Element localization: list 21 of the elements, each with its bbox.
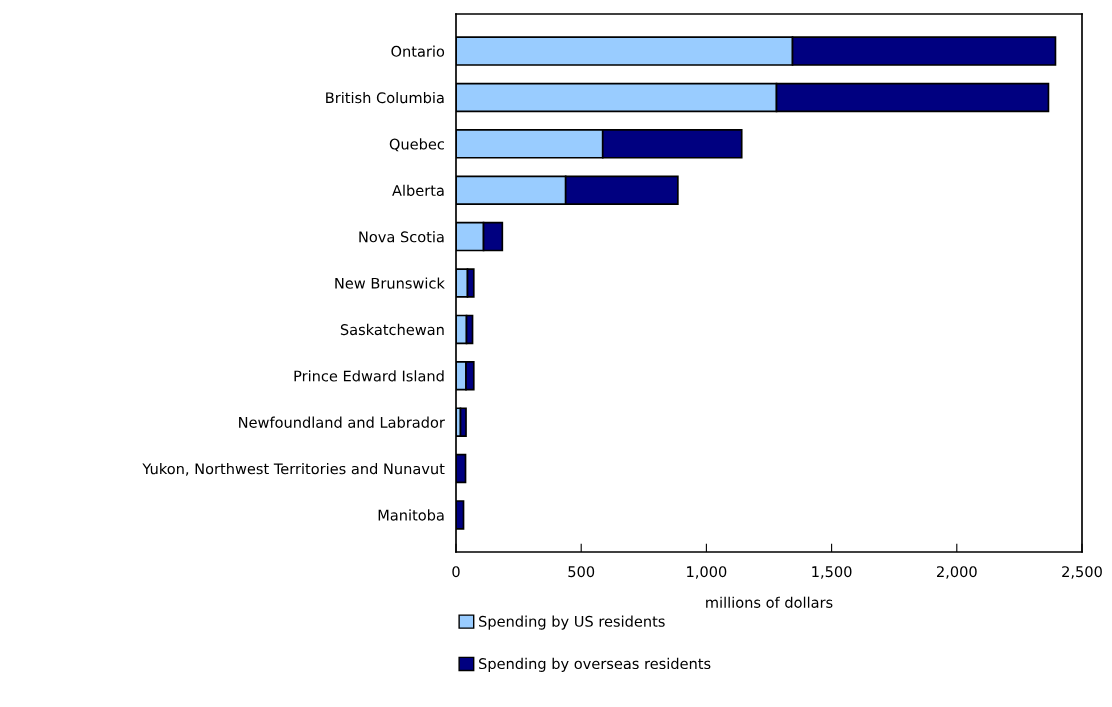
x-axis-title: millions of dollars — [706, 596, 833, 608]
y-tick-label: British Columbia — [326, 91, 444, 104]
y-tick-label: Manitoba — [378, 509, 444, 521]
y-tick-label: Alberta — [392, 184, 444, 196]
legend-label: Spending by US residents — [479, 615, 665, 630]
y-tick-label: Nova Scotia — [359, 231, 444, 243]
x-tick-label: 2,000 — [936, 566, 977, 579]
x-tick-label: 500 — [568, 566, 595, 578]
y-tick-label: Ontario — [391, 45, 445, 57]
x-tick-label: 1,000 — [687, 566, 727, 579]
legend-label: Spending by overseas residents — [479, 657, 711, 672]
y-tick-label: Prince Edward Island — [294, 370, 444, 382]
bar — [459, 407, 467, 437]
y-tick-label: Quebec — [389, 138, 444, 152]
x-tick-label: 0 — [452, 566, 460, 578]
x-tick-label: 1,500 — [812, 566, 852, 579]
y-tick-label: Newfoundland and Labrador — [239, 416, 445, 428]
y-tick-label: Yukon, Northwest Territories and Nunavut — [142, 462, 445, 476]
x-tick-label: 2,500 — [1062, 566, 1102, 579]
y-tick-label: Saskatchewan — [340, 323, 444, 336]
y-tick-label: New Brunswick — [335, 277, 445, 289]
